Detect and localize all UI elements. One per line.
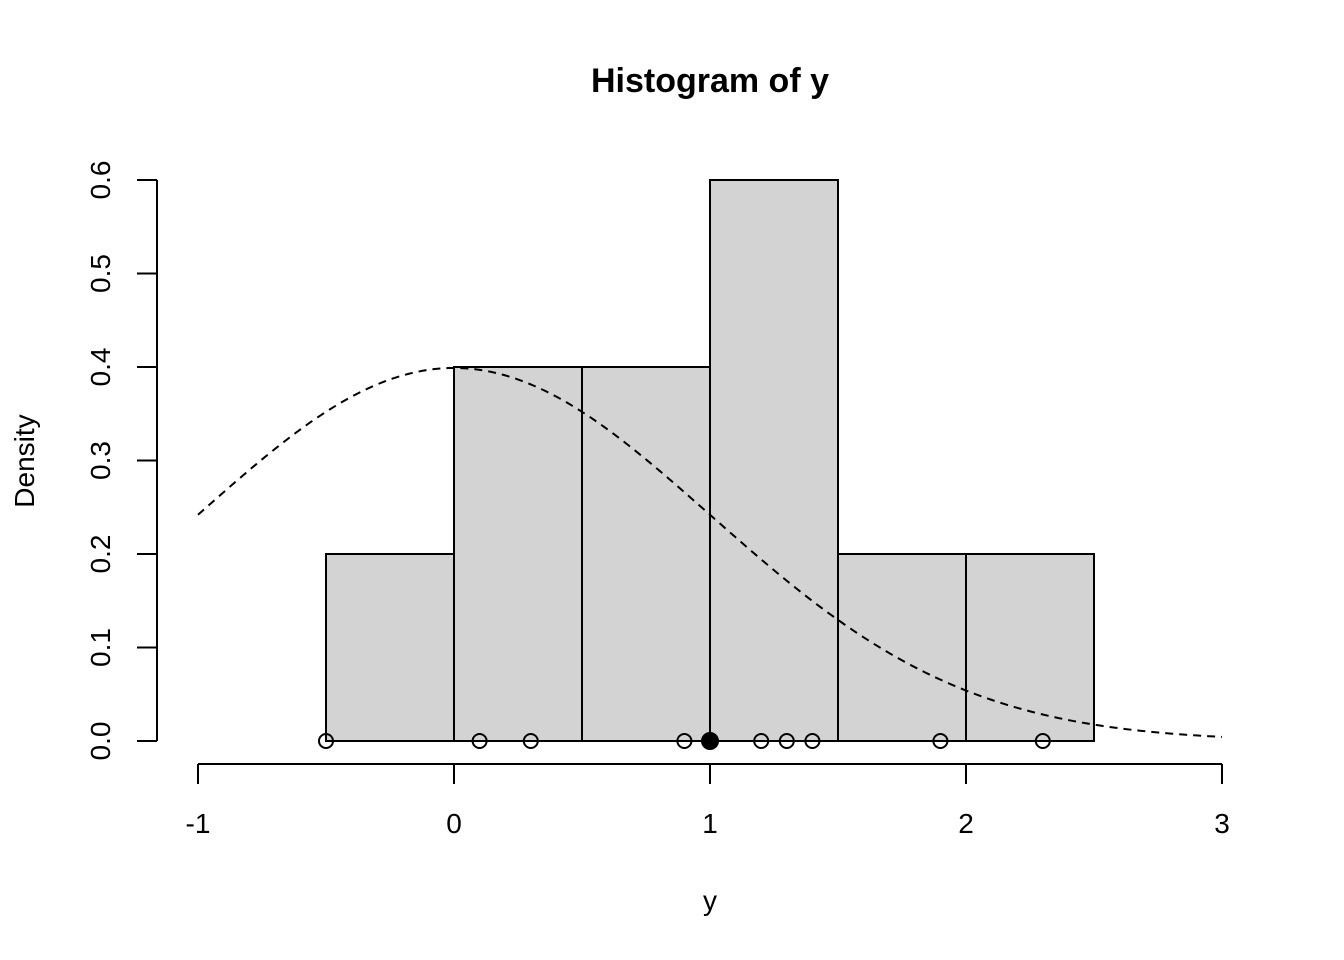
x-tick-label-2: 0: [446, 808, 462, 839]
histogram-bar-2: [453, 366, 583, 742]
data-point-3: [522, 733, 539, 749]
histogram-bar-1: [325, 553, 455, 742]
y-axis-label: Density: [9, 414, 40, 507]
histogram-bars: [325, 179, 1095, 742]
data-point-4: [676, 733, 693, 749]
data-point-8: [804, 733, 821, 749]
data-point-6: [753, 733, 770, 749]
data-point-1: [318, 733, 334, 749]
y-tick-label-4: 0.3: [85, 441, 116, 480]
x-axis-label: y: [703, 885, 717, 916]
x-axis: -1 0 1 2 3: [186, 763, 1230, 839]
y-tick-label-6: 0.5: [85, 254, 116, 293]
density-curve-layer: [197, 366, 1223, 738]
y-tick-label-2: 0.1: [85, 628, 116, 667]
y-tick-label-1: 0.0: [85, 722, 116, 761]
y-tick-label-5: 0.4: [85, 348, 116, 387]
histogram-bar-6: [965, 553, 1095, 742]
histogram-bar-5: [837, 553, 967, 742]
data-point-5: [701, 732, 719, 750]
data-point-9: [932, 733, 949, 749]
y-tick-label-3: 0.2: [85, 535, 116, 574]
x-tick-label-1: -1: [186, 808, 211, 839]
y-tick-label-7: 0.6: [85, 161, 116, 200]
data-point-7: [778, 733, 795, 749]
density-curve: [197, 366, 1223, 738]
histogram-bar-4: [709, 179, 839, 742]
data-points: [318, 732, 1051, 750]
x-tick-label-3: 1: [702, 808, 718, 839]
histogram-bar-3: [581, 366, 711, 742]
data-point-2: [471, 733, 488, 749]
y-axis: 0.0 0.1 0.2 0.3 0.4 0.5 0.6: [85, 161, 158, 761]
chart-title: Histogram of y: [591, 62, 829, 100]
data-point-10: [1034, 733, 1051, 749]
x-tick-label-4: 2: [958, 808, 974, 839]
x-tick-label-5: 3: [1214, 808, 1230, 839]
